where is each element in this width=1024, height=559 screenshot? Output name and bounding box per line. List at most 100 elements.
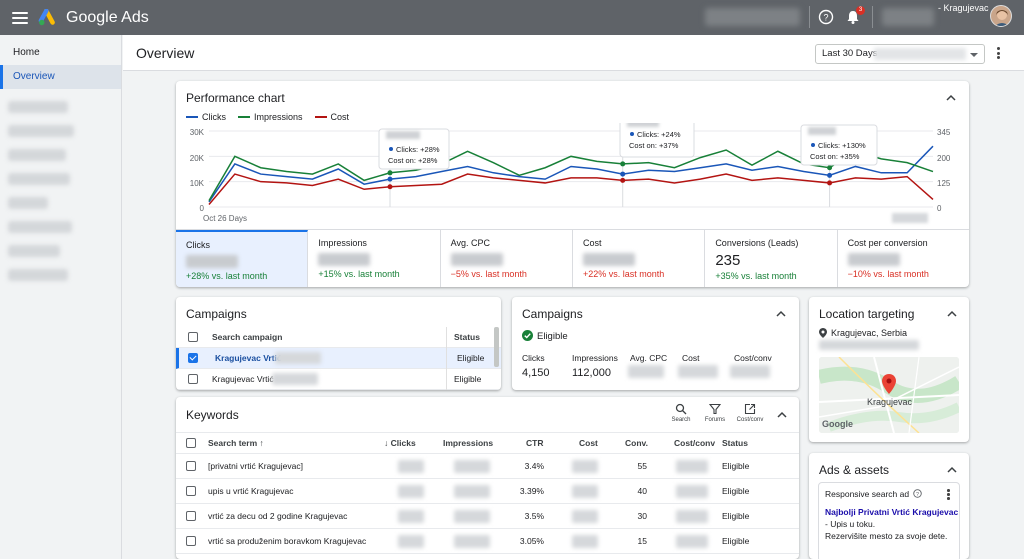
- blurred-nav-item[interactable]: [8, 125, 74, 137]
- avatar[interactable]: [990, 5, 1012, 27]
- data-point[interactable]: [827, 180, 833, 186]
- blurred-nav-item[interactable]: [8, 269, 68, 281]
- column-header[interactable]: Cost/conv: [674, 438, 716, 448]
- notifications-button[interactable]: 3: [845, 6, 865, 25]
- performance-title: Performance chart: [186, 91, 285, 105]
- blurred-nav-item[interactable]: [8, 221, 72, 233]
- column-header[interactable]: CTR: [526, 438, 544, 448]
- metric-tile[interactable]: Avg. CPC −5% vs. last month: [441, 230, 573, 287]
- blurred-tooltip-date: [627, 123, 659, 127]
- row-checkbox[interactable]: [188, 353, 198, 363]
- app-title: Google Ads: [66, 8, 149, 26]
- blurred-nav-item[interactable]: [8, 197, 48, 209]
- campaign-name[interactable]: Kragujevac Vrtić: [212, 374, 274, 384]
- table-row[interactable]: Kragujevac Vrtić Eligible: [176, 369, 501, 390]
- search-term[interactable]: [privatni vrtić Kragujevac]: [208, 461, 303, 471]
- data-point[interactable]: [387, 184, 393, 190]
- data-point[interactable]: [387, 170, 393, 176]
- column-header[interactable]: Search campaign: [212, 332, 283, 342]
- metric-change: +35% vs. last month: [715, 271, 797, 281]
- collapse-chevron-icon[interactable]: [946, 93, 956, 103]
- keywords-title: Keywords: [186, 408, 239, 422]
- metric-tile[interactable]: Cost +22% vs. last month: [573, 230, 706, 287]
- chart-series: [208, 145, 934, 205]
- hamburger-menu-icon[interactable]: [12, 11, 28, 24]
- y2-tick-label: 345: [937, 128, 951, 137]
- metric-tile[interactable]: Conversions (Leads) 235 +35% vs. last mont…: [705, 230, 838, 287]
- campaign-name[interactable]: Kragujevac Vrtić: [215, 353, 282, 363]
- blurred-location-detail: [819, 340, 919, 350]
- table-row[interactable]: [privatni vrtić Kragujevac] 3.4% 55 Eligibl…: [176, 454, 799, 479]
- search-tool-button[interactable]: Search: [666, 403, 696, 423]
- conv-value: 55: [637, 461, 647, 471]
- search-term[interactable]: upis u vrtić Kragujevac: [208, 486, 294, 496]
- location-card: Location targeting Kragujevac, Serbia Kr…: [809, 297, 969, 442]
- scrollbar[interactable]: [494, 327, 499, 367]
- column-header[interactable]: Cost: [579, 438, 598, 448]
- table-row[interactable]: Kragujevac Vrtić Eligible: [176, 348, 501, 369]
- location-map[interactable]: Kragujevac Google: [819, 357, 959, 433]
- blurred-nav-item[interactable]: [8, 173, 70, 185]
- data-point[interactable]: [620, 171, 626, 177]
- data-point[interactable]: [827, 172, 833, 178]
- column-header-search-term[interactable]: Search term ↑: [208, 438, 264, 448]
- data-point[interactable]: [620, 177, 626, 183]
- ad-preview[interactable]: Responsive search ad ? Najbolji Privatni…: [818, 482, 960, 559]
- data-point[interactable]: [387, 176, 393, 182]
- blurred-clicks: [398, 510, 424, 523]
- y2-tick-label: 200: [937, 154, 951, 163]
- data-point[interactable]: [620, 161, 626, 167]
- campaign-summary-title: Campaigns: [522, 307, 583, 321]
- blurred-nav-item[interactable]: [8, 149, 66, 161]
- help-icon[interactable]: ?: [818, 9, 834, 25]
- metric-tile[interactable]: Clicks +28% vs. last month: [176, 230, 309, 287]
- ad-headline[interactable]: Najbolji Privatni Vrtić Kragujevac: [825, 507, 959, 517]
- row-checkbox[interactable]: [188, 374, 198, 384]
- sidebar-item-overview[interactable]: Overview: [0, 65, 121, 89]
- search-term[interactable]: vrtić sa produženim boravkom Kragujevac: [208, 536, 367, 546]
- collapse-chevron-icon[interactable]: [947, 465, 957, 475]
- ad-more-options-icon[interactable]: [947, 489, 950, 500]
- row-checkbox[interactable]: [186, 486, 196, 496]
- expand-tool-button[interactable]: Cost/conv: [735, 403, 765, 423]
- legend-item[interactable]: Clicks: [186, 112, 226, 122]
- select-all-checkbox[interactable]: [186, 438, 196, 448]
- sidebar-item-home[interactable]: Home: [13, 47, 40, 58]
- legend-label: Impressions: [254, 112, 303, 122]
- row-checkbox[interactable]: [186, 461, 196, 471]
- column-header-clicks[interactable]: ↓ Clicks: [384, 438, 416, 448]
- select-all-checkbox[interactable]: [188, 332, 198, 342]
- metric-tile[interactable]: Impressions +15% vs. last month: [308, 230, 441, 287]
- metric-tile[interactable]: Cost per conversion −10% vs. last month: [838, 230, 969, 287]
- column-header[interactable]: Impressions: [443, 438, 494, 448]
- help-icon[interactable]: ?: [913, 489, 922, 498]
- data-point[interactable]: [827, 165, 833, 171]
- column-header[interactable]: Status: [722, 438, 748, 448]
- chart-tooltip: Clicks: +24% Cost on: +37%: [619, 123, 695, 158]
- filter-tool-button[interactable]: Forums: [700, 403, 730, 423]
- search-term[interactable]: vrtić za decu od 2 godine Kragujevac: [208, 511, 348, 521]
- chart-tooltip: Clicks: +130% Cost on: +35%: [800, 124, 878, 166]
- table-row[interactable]: vrtić za decu od 2 godine Kragujevac 3.5%…: [176, 504, 799, 529]
- collapse-chevron-icon[interactable]: [776, 309, 786, 319]
- table-header-row: Search term ↑ ↓ Clicks Impressions CTR C…: [176, 432, 799, 454]
- more-options-icon[interactable]: [997, 47, 1001, 59]
- collapse-chevron-icon[interactable]: [947, 309, 957, 319]
- row-checkbox[interactable]: [186, 536, 196, 546]
- collapse-chevron-icon[interactable]: [777, 410, 787, 420]
- blurred-nav-item[interactable]: [8, 101, 68, 113]
- legend-item[interactable]: Impressions: [238, 112, 303, 122]
- sort-down-icon: ↓: [384, 438, 389, 448]
- blurred-nav-item[interactable]: [8, 245, 60, 257]
- row-checkbox[interactable]: [186, 511, 196, 521]
- column-header[interactable]: Conv.: [625, 438, 648, 448]
- map-marker-icon[interactable]: [882, 374, 896, 394]
- legend-item[interactable]: Cost: [314, 112, 349, 122]
- table-row[interactable]: vrtić sa produženim boravkom Kragujevac 3…: [176, 529, 799, 554]
- column-header[interactable]: Status: [454, 332, 480, 342]
- performance-card: Performance chart Clicks Impressions Cos…: [176, 81, 969, 287]
- date-range-dropdown[interactable]: Last 30 Days: [815, 44, 985, 64]
- tooltip-dot: [811, 143, 815, 147]
- table-row[interactable]: upis u vrtić Kragujevac 3.39% 40 Eligible: [176, 479, 799, 504]
- metric-label: Conversions (Leads): [715, 238, 799, 248]
